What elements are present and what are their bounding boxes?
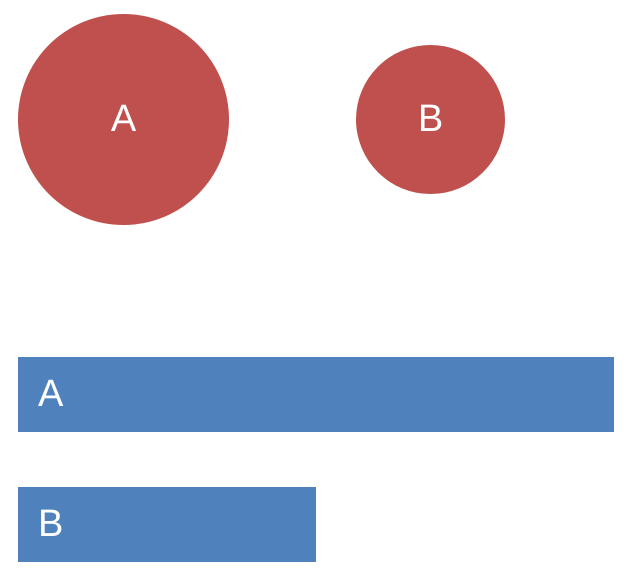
circle-a: A	[18, 14, 229, 225]
circle-a-label: A	[110, 98, 137, 140]
bar-b-label: B	[38, 503, 64, 545]
bar-a: A	[18, 357, 614, 432]
bar-b: B	[18, 487, 316, 562]
circle-b-label: B	[417, 98, 444, 140]
circle-b: B	[356, 45, 505, 194]
bar-a-label: A	[38, 373, 64, 415]
